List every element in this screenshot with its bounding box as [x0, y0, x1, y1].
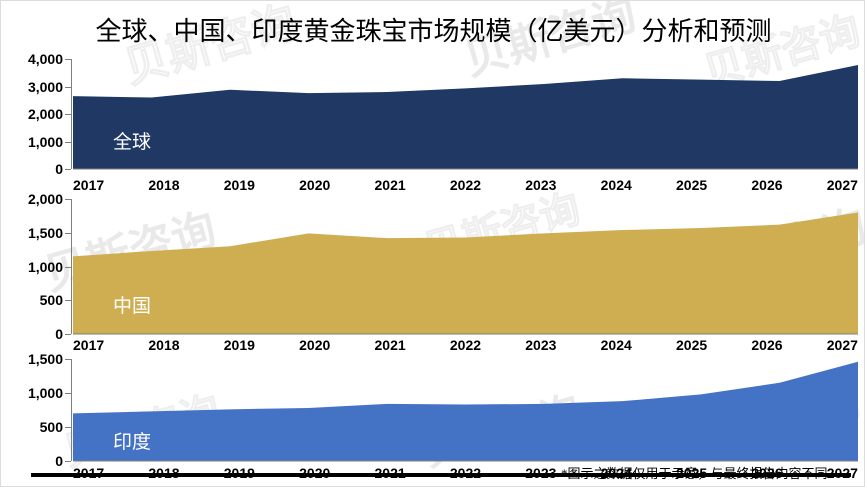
y-axis-tick-label: 500 — [39, 292, 63, 309]
y-axis-tick-mark — [65, 393, 71, 394]
y-axis-tick-mark — [65, 334, 71, 335]
y-axis-spine — [71, 59, 72, 169]
x-axis-tick-label: 2023 — [525, 177, 557, 193]
y-axis-tick-mark — [65, 300, 71, 302]
y-axis-tick-label: 1,000 — [27, 133, 63, 150]
area-chart-china — [73, 212, 858, 336]
y-axis-tick-label: 3,000 — [27, 78, 63, 95]
x-axis-tick-label: 2024 — [600, 337, 632, 353]
x-axis-tick-label: 2021 — [374, 177, 406, 193]
y-axis-tick-label: 2,000 — [27, 106, 63, 122]
y-axis-spine — [71, 199, 72, 334]
y-axis-tick-mark — [65, 199, 71, 200]
plot-area-china — [73, 199, 858, 336]
plot-area-global — [73, 59, 858, 171]
y-axis-tick-label: 1,000 — [27, 385, 63, 401]
y-axis-tick-label: 0 — [55, 453, 63, 469]
area-chart-global — [73, 65, 858, 171]
y-axis-tick-mark — [65, 86, 71, 88]
y-axis-tick-label: 1,500 — [27, 224, 63, 241]
x-axis-tick-label: 2027 — [826, 337, 858, 353]
x-axis-tick-label: 2026 — [751, 337, 783, 353]
x-axis-tick-label: 2025 — [676, 177, 708, 193]
bottom-divider-rule — [31, 473, 851, 477]
y-axis-tick-label: 1,000 — [27, 258, 63, 275]
x-axis-tick-label: 2020 — [299, 177, 331, 193]
x-axis-china: 2017 2018 2019 2020 2021 2022 2023 2024 2025 2026… — [73, 337, 858, 353]
x-axis-tick-label: 2018 — [148, 337, 180, 353]
y-axis-tick-label: 2,000 — [27, 191, 63, 207]
y-axis-tick-mark — [65, 169, 71, 170]
x-axis-tick-label: 2024 — [600, 177, 632, 193]
y-axis-tick-mark — [65, 266, 71, 268]
series-label-global: 全球 — [113, 132, 152, 153]
x-axis-global: 2017 2018 2019 2020 2021 2022 2023 2024 2025 2026… — [73, 177, 858, 193]
y-axis-tick-label: 0 — [55, 161, 63, 177]
footnote-text: *图示之数据仅用于示意，与最终报告内容不同 — [561, 466, 828, 481]
x-axis-tick-label: 2026 — [751, 177, 783, 193]
y-axis-tick-mark — [65, 359, 71, 360]
area-series-china — [73, 212, 858, 334]
y-axis-tick-mark — [65, 461, 71, 462]
series-label-india: 印度 — [113, 432, 152, 453]
y-axis-spine — [71, 359, 72, 461]
y-axis-tick-mark — [65, 59, 71, 60]
y-axis-tick-mark — [65, 232, 71, 234]
plot-area-india — [73, 359, 858, 463]
x-axis-tick-label: 2022 — [449, 177, 482, 193]
x-axis-tick-label: 2017 — [73, 177, 105, 193]
series-label-china: 中国 — [113, 296, 152, 317]
x-axis-tick-label: 2027 — [826, 177, 858, 193]
area-series-india — [73, 361, 858, 461]
x-axis-tick-label: 2021 — [374, 337, 406, 353]
x-axis-tick-label: 2019 — [223, 177, 255, 193]
y-axis-tick-label: 1,500 — [27, 351, 63, 367]
x-axis-tick-label: 2023 — [525, 337, 557, 353]
x-axis-tick-label: 2022 — [449, 337, 482, 353]
y-axis-tick-label: 500 — [39, 419, 63, 435]
chart-panel-global: 0 1,000 2,000 3,000 4,000 2017 2018 2019 2020 20… — [1, 51, 864, 199]
x-axis-tick-label: 2018 — [148, 177, 180, 193]
x-axis-tick-label: 2025 — [676, 337, 708, 353]
area-chart-india — [73, 361, 858, 463]
y-axis-tick-label: 4,000 — [27, 51, 63, 67]
x-axis-tick-label: 2019 — [223, 337, 255, 353]
y-axis-tick-mark — [65, 114, 71, 115]
y-axis-tick-label: 0 — [55, 326, 63, 342]
x-axis-tick-label: 2020 — [299, 337, 331, 353]
page-title: 全球、中国、印度黄金珠宝市场规模（亿美元）分析和预测 — [95, 17, 772, 46]
y-axis-tick-mark — [65, 141, 71, 143]
y-axis-tick-mark — [65, 427, 71, 428]
x-axis-tick-label: 2017 — [73, 337, 105, 353]
area-series-global — [73, 65, 858, 169]
chart-panel-china: 0 500 1,000 1,500 2,000 2017 2018 2019 2020 2021… — [1, 191, 864, 359]
